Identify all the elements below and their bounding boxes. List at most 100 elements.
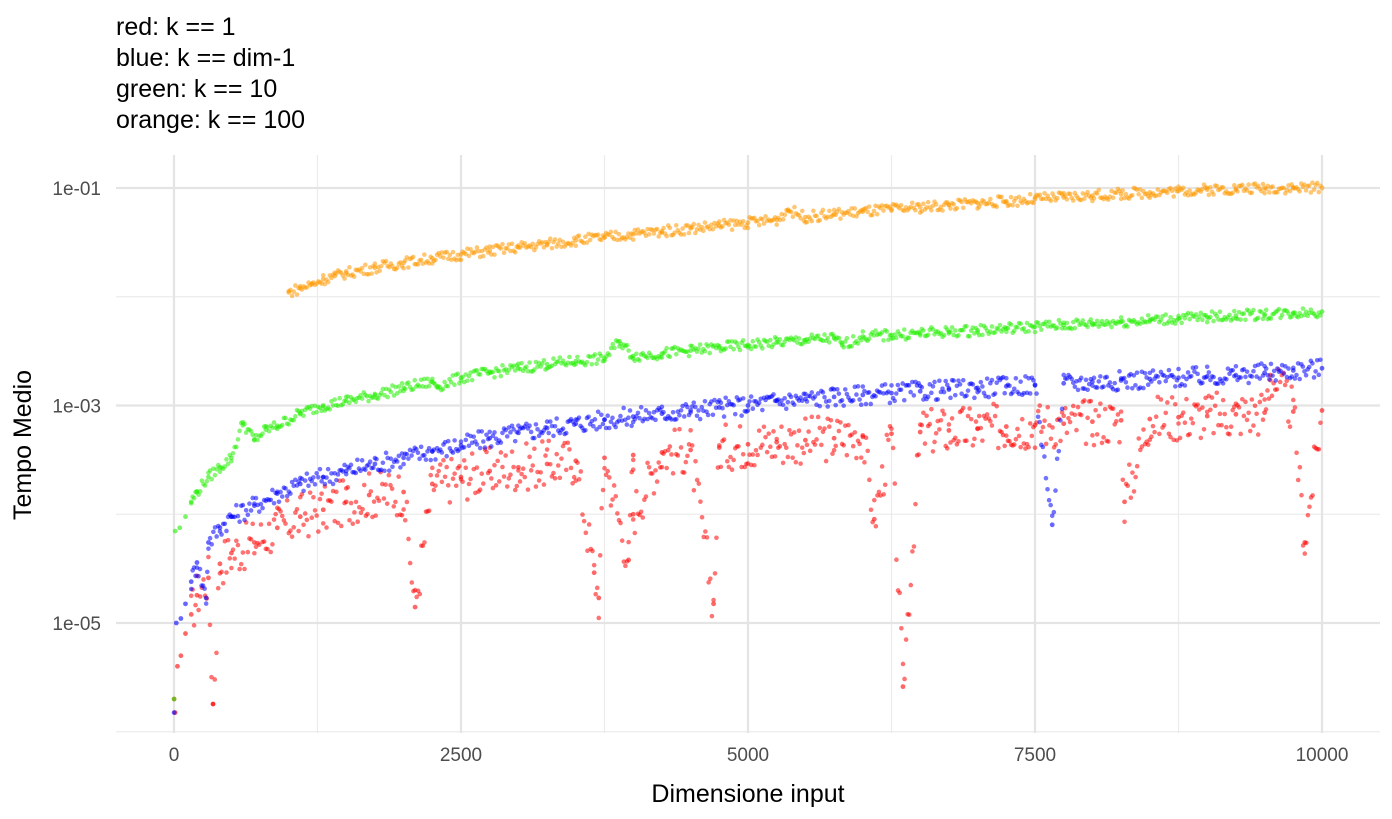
data-point xyxy=(956,439,961,444)
data-point xyxy=(672,230,677,236)
data-point xyxy=(415,262,421,267)
data-point xyxy=(1031,325,1036,330)
data-point xyxy=(1270,373,1275,378)
data-point xyxy=(423,457,429,462)
data-point xyxy=(1241,311,1247,316)
data-point xyxy=(207,535,213,541)
data-point xyxy=(1098,374,1103,379)
data-point xyxy=(1185,370,1191,375)
data-point xyxy=(240,502,246,508)
data-point xyxy=(777,443,783,449)
data-point xyxy=(602,465,607,471)
data-point xyxy=(989,423,995,428)
data-point xyxy=(740,218,746,224)
data-point xyxy=(477,487,483,493)
data-point xyxy=(504,434,510,439)
data-point xyxy=(194,560,200,565)
data-point xyxy=(508,472,513,478)
data-point xyxy=(913,501,918,507)
data-point xyxy=(640,515,646,520)
data-point xyxy=(311,494,316,500)
data-point xyxy=(466,253,472,259)
data-point xyxy=(570,481,575,486)
data-point xyxy=(771,392,776,397)
data-point xyxy=(1260,373,1266,378)
data-point xyxy=(900,661,906,667)
data-point xyxy=(646,410,652,416)
data-point xyxy=(827,424,832,429)
data-point xyxy=(1043,475,1049,481)
data-point xyxy=(602,358,607,364)
data-point xyxy=(839,398,845,403)
data-point xyxy=(1247,428,1253,434)
data-point xyxy=(1055,195,1060,201)
data-point xyxy=(325,466,331,472)
data-point xyxy=(1279,312,1285,318)
data-point xyxy=(997,322,1003,328)
data-point xyxy=(686,353,692,359)
data-point xyxy=(224,570,229,575)
data-point xyxy=(1267,377,1272,382)
data-point xyxy=(571,474,577,480)
data-point xyxy=(544,243,550,248)
data-point xyxy=(881,338,886,343)
data-point xyxy=(1007,438,1012,444)
data-point xyxy=(332,397,338,402)
data-point xyxy=(1155,374,1161,379)
data-point xyxy=(501,474,507,479)
data-point xyxy=(870,519,875,525)
data-point xyxy=(377,268,382,274)
data-point xyxy=(1047,319,1052,325)
data-point xyxy=(452,382,457,388)
data-point xyxy=(309,478,315,484)
data-point xyxy=(799,445,805,450)
data-point xyxy=(917,388,923,394)
data-point xyxy=(555,241,561,246)
title-line-red: red: k == 1 xyxy=(116,13,236,41)
data-point xyxy=(873,393,878,399)
data-point xyxy=(260,431,265,436)
data-point xyxy=(1198,310,1204,316)
data-point xyxy=(697,342,703,347)
data-point xyxy=(782,441,787,447)
data-point xyxy=(430,376,435,382)
data-point xyxy=(720,405,725,411)
data-point xyxy=(206,546,211,551)
data-point xyxy=(833,402,838,408)
data-point xyxy=(1040,444,1046,450)
data-point xyxy=(831,447,837,453)
data-point xyxy=(1090,419,1095,425)
data-point xyxy=(369,271,375,276)
data-point xyxy=(460,479,465,485)
data-point xyxy=(584,240,590,245)
data-point xyxy=(324,475,329,480)
data-point xyxy=(173,620,179,626)
data-point xyxy=(302,511,308,516)
data-point xyxy=(508,430,513,435)
data-point xyxy=(616,231,622,237)
data-point xyxy=(532,446,537,452)
data-point xyxy=(1304,540,1309,546)
data-point xyxy=(825,214,831,220)
data-point xyxy=(327,407,333,412)
data-point xyxy=(488,444,494,449)
data-point xyxy=(938,417,944,423)
data-point xyxy=(388,389,394,395)
data-point xyxy=(468,476,473,482)
data-point xyxy=(697,416,703,422)
data-point xyxy=(1318,420,1323,426)
data-point xyxy=(608,503,614,508)
data-point xyxy=(329,471,334,476)
data-point xyxy=(396,384,402,389)
data-point xyxy=(760,346,765,351)
data-point xyxy=(324,525,329,530)
data-point xyxy=(909,200,915,206)
data-point xyxy=(964,393,969,398)
data-point xyxy=(587,237,593,243)
data-point xyxy=(925,199,931,205)
data-point xyxy=(597,553,603,558)
data-point xyxy=(1184,396,1189,402)
data-point xyxy=(718,464,724,470)
data-point xyxy=(1115,387,1121,393)
data-point xyxy=(386,468,392,473)
